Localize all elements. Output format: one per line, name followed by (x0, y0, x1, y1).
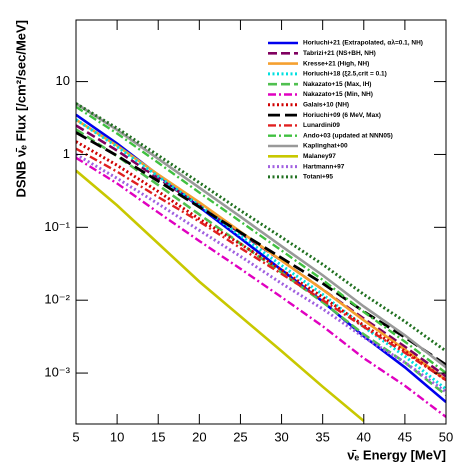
y-tick-label: 1 (63, 146, 70, 161)
x-tick-label: 30 (274, 429, 288, 444)
legend-label: Nakazato+15 (Min, NH) (303, 91, 373, 98)
legend-label: Lunardini09 (303, 122, 340, 129)
series-line (76, 102, 446, 353)
series-line (76, 131, 446, 366)
legend-label: Ando+03 (updated at NNN05) (303, 132, 393, 139)
series-line (76, 118, 446, 391)
legend: Horiuchi+21 (Extrapolated, αλ=0.1, NH) Ta… (268, 39, 423, 181)
legend-label: Horiuchi+18 (ξ2.5,crit = 0.1) (303, 71, 387, 78)
x-tick-label: 20 (192, 429, 206, 444)
x-tick-label: 50 (439, 429, 453, 444)
plot-area (76, 102, 446, 422)
legend-label: Totani+95 (303, 174, 333, 181)
x-axis-title: ν̄ₑ Energy [MeV] (347, 447, 446, 462)
legend-label: Tabrizi+21 (NS+BH, NH) (303, 50, 376, 57)
series-line (76, 128, 446, 397)
legend-label: Galais+10 (NH) (303, 102, 349, 109)
x-tick-label: 40 (357, 429, 371, 444)
series-line (76, 169, 365, 422)
legend-label: Horiuchi+21 (Extrapolated, αλ=0.1, NH) (303, 39, 423, 47)
x-tick-label: 35 (315, 429, 329, 444)
y-tick-label: 10⁻² (44, 292, 70, 307)
x-tick-label: 15 (151, 429, 165, 444)
legend-label: Nakazato+15 (Max, IH) (303, 81, 371, 88)
series-line (76, 102, 446, 369)
legend-label: Horiuchi+09 (6 MeV, Max) (303, 112, 381, 119)
y-tick-label: 10 (56, 73, 70, 88)
series-line (76, 105, 446, 375)
x-tick-label: 10 (110, 429, 124, 444)
legend-label: Malaney97 (303, 153, 336, 160)
frame (75, 19, 447, 425)
x-tick-label: 25 (233, 429, 247, 444)
x-tick-label: 5 (72, 429, 79, 444)
y-tick-label: 10⁻³ (44, 365, 70, 380)
legend-label: Kaplinghat+00 (303, 143, 348, 150)
y-tick-label: 10⁻¹ (44, 219, 70, 234)
y-axis-title: DSNB ν̄ₑ Flux [/cm²/sec/MeV] (13, 20, 28, 198)
series-line (76, 156, 446, 418)
series-line (76, 153, 446, 394)
series-line (76, 140, 446, 382)
x-tick-label: 45 (398, 429, 412, 444)
legend-label: Kresse+21 (High, NH) (303, 60, 369, 67)
legend-label: Hartmann+97 (303, 163, 345, 170)
series-line (76, 147, 446, 382)
